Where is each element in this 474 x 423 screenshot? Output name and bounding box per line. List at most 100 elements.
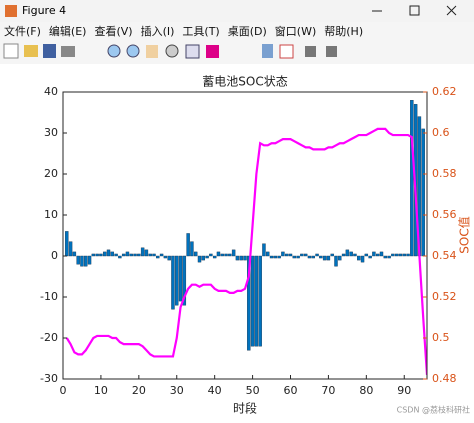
x-tick-label: 80 <box>359 384 373 397</box>
bar <box>387 255 391 259</box>
menu-item[interactable]: 查看(V) <box>94 24 132 38</box>
bar <box>334 255 338 267</box>
bar <box>307 255 312 259</box>
y2-tick-label: 0.48 <box>432 372 457 385</box>
bar <box>216 251 221 257</box>
bar <box>205 255 209 259</box>
menu-item[interactable]: 帮助(H) <box>324 24 363 38</box>
menu-item[interactable]: 工具(T) <box>182 25 219 38</box>
bar <box>167 255 171 261</box>
x-tick-label: 70 <box>321 384 335 397</box>
tool-legend[interactable] <box>279 44 294 59</box>
bar <box>224 253 228 257</box>
bar <box>186 233 190 257</box>
menu-item[interactable]: 编辑(E) <box>49 24 87 38</box>
bar <box>372 251 376 257</box>
bar <box>239 255 243 261</box>
x-tick-label: 50 <box>246 384 260 397</box>
x-axis-label: 时段 <box>233 401 257 416</box>
bar <box>212 255 217 259</box>
bar <box>152 253 156 257</box>
y-tick-label: -20 <box>40 331 58 344</box>
bar <box>209 253 213 257</box>
bar <box>406 253 410 257</box>
bar <box>319 255 323 259</box>
axes-box <box>62 91 428 380</box>
bar <box>178 255 183 302</box>
close[interactable] <box>446 5 457 16</box>
bar <box>118 255 122 259</box>
tool-show[interactable] <box>326 46 337 57</box>
x-tick-label: 20 <box>132 384 146 397</box>
bar <box>326 255 331 261</box>
bar <box>235 255 240 261</box>
bar <box>121 253 126 257</box>
tool-brush[interactable] <box>206 45 219 58</box>
bar <box>144 249 149 257</box>
menu-item[interactable]: 插入(I) <box>141 24 175 38</box>
bar <box>284 253 289 257</box>
x-tick-label: 0 <box>60 384 67 397</box>
menu-item[interactable]: 桌面(D) <box>228 25 267 38</box>
bar <box>80 255 84 267</box>
y-tick-label: 0 <box>51 249 58 262</box>
bar <box>228 253 232 257</box>
bar <box>375 253 380 257</box>
watermark: CSDN @荔枝科研社 <box>397 405 470 415</box>
tool-rotate[interactable] <box>165 44 179 58</box>
y-tick-label: -30 <box>40 372 58 385</box>
y2-tick-label: 0.6 <box>432 126 450 139</box>
y-tick-label: 40 <box>44 85 58 98</box>
bar <box>338 255 342 261</box>
tool-pan[interactable] <box>146 45 158 58</box>
bar <box>91 253 96 257</box>
menu-item[interactable]: 窗口(W) <box>275 24 316 38</box>
tool-open[interactable] <box>24 45 38 57</box>
bar <box>201 255 206 261</box>
y2-tick-label: 0.52 <box>432 290 457 303</box>
bar <box>254 255 259 347</box>
maximize[interactable] <box>409 5 420 16</box>
bar <box>357 255 361 261</box>
tool-zoom-out[interactable] <box>126 44 140 58</box>
x-tick-label: 40 <box>208 384 222 397</box>
bar <box>247 255 251 351</box>
menu-item[interactable]: 文件(F) <box>4 24 41 38</box>
y2-tick-label: 0.5 <box>432 331 450 344</box>
bar <box>258 255 262 347</box>
bar <box>262 243 266 257</box>
y-tick-label: -10 <box>40 290 58 303</box>
tool-print[interactable] <box>61 46 75 57</box>
bar <box>95 253 99 257</box>
bar <box>281 251 285 257</box>
bar <box>129 253 133 257</box>
bar <box>102 251 107 257</box>
tool-colorbar[interactable] <box>262 44 273 58</box>
x-tick-label: 90 <box>397 384 411 397</box>
bar <box>398 253 403 257</box>
tool-save[interactable] <box>43 44 56 58</box>
x-tick-label: 10 <box>94 384 108 397</box>
bar <box>159 253 164 257</box>
bar <box>133 253 137 257</box>
bar <box>65 231 69 257</box>
soc-line <box>65 127 427 375</box>
bar <box>243 255 247 261</box>
plot-area <box>65 99 427 375</box>
x-tick-label: 60 <box>284 384 298 397</box>
tool-datatip[interactable] <box>185 44 200 59</box>
y2-tick-label: 0.58 <box>432 167 457 180</box>
bar <box>171 255 175 310</box>
bar <box>84 255 88 267</box>
tool-new[interactable] <box>3 43 19 59</box>
bar <box>140 247 145 257</box>
tool-hide[interactable] <box>305 46 316 57</box>
window-title: Figure 4 <box>22 4 66 17</box>
bar <box>137 253 141 257</box>
app-icon <box>5 5 17 17</box>
bar <box>106 249 111 257</box>
bar <box>345 249 350 257</box>
tool-zoom-in[interactable] <box>107 44 121 58</box>
y2-tick-label: 0.56 <box>432 208 457 221</box>
